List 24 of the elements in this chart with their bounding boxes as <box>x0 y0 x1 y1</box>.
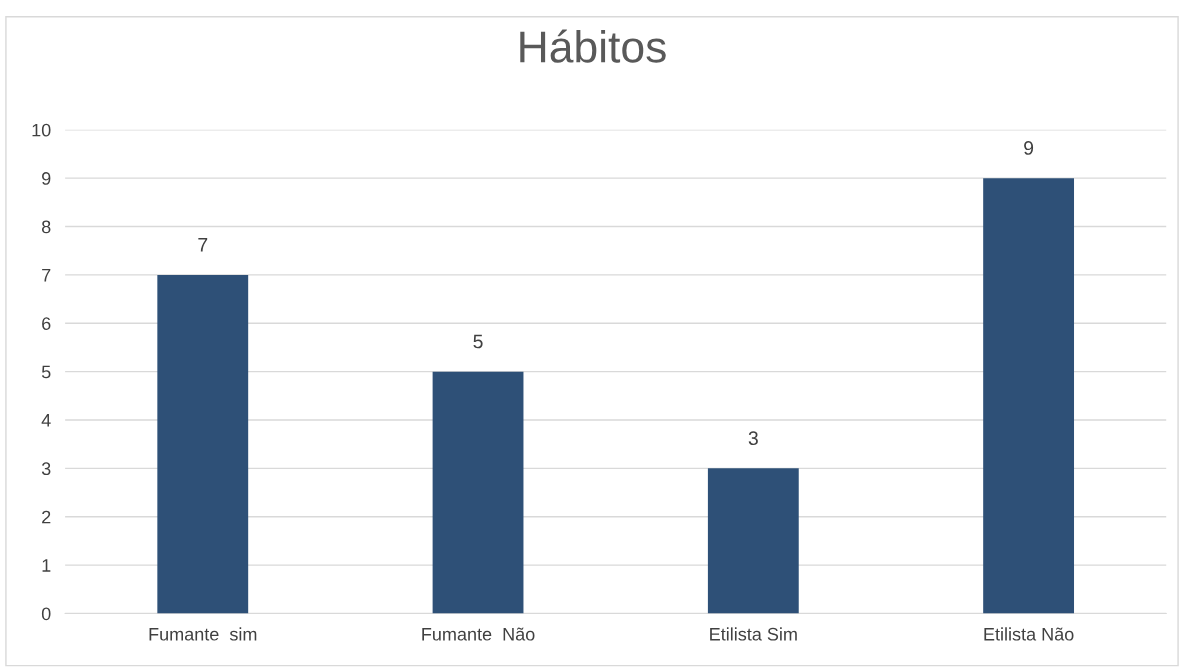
y-tick-label: 6 <box>42 317 51 330</box>
data-label: 7 <box>198 238 208 252</box>
data-label: 9 <box>1024 141 1034 155</box>
y-tick-label: 1 <box>42 559 51 572</box>
bar <box>707 468 799 614</box>
bar <box>432 371 524 614</box>
y-tick-label: 9 <box>42 172 51 185</box>
chart-title: Hábitos <box>520 29 666 63</box>
x-tick-label: Fumante Não <box>422 627 535 641</box>
x-tick-label: Fumante sim <box>149 627 257 641</box>
y-tick-label: 3 <box>41 462 51 476</box>
x-tick-label: Etilista Sim <box>710 627 797 641</box>
bar <box>157 274 249 614</box>
y-tick-label: 4 <box>41 414 51 427</box>
y-tick-label: 7 <box>42 269 51 282</box>
bar <box>983 178 1075 614</box>
y-tick-label: 5 <box>41 365 51 379</box>
x-tick-label: Etilista Não <box>984 627 1074 641</box>
data-label: 5 <box>473 334 483 349</box>
y-tick-label: 10 <box>32 123 51 137</box>
y-tick-label: 2 <box>42 510 51 524</box>
data-label: 3 <box>748 431 758 446</box>
y-tick-label: 8 <box>41 220 51 234</box>
y-tick-label: 0 <box>41 607 51 621</box>
